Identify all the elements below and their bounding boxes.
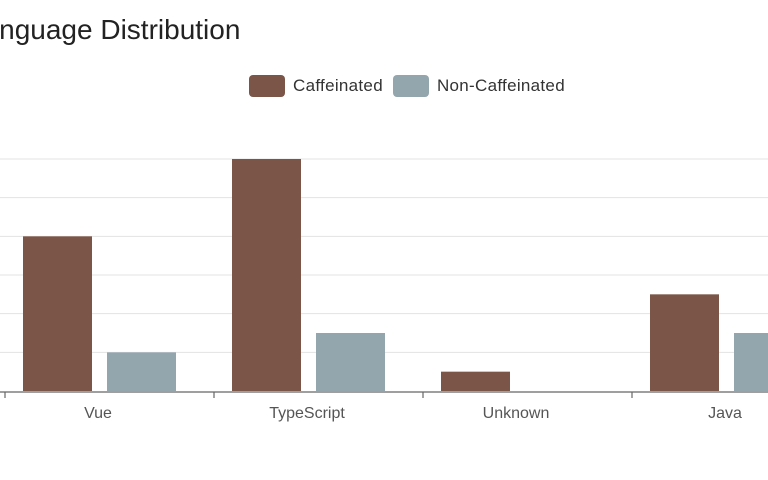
bar-typescript-non-caffeinated [316, 333, 385, 391]
x-tick-label-vue: Vue [84, 405, 112, 422]
legend-swatch-caffeinated [249, 75, 285, 97]
legend-label-non-caffeinated: Non-Caffeinated [436, 76, 565, 95]
legend: Caffeinated Non-Caffeinated [249, 75, 567, 97]
legend-label-caffeinated: Caffeinated [293, 76, 383, 95]
chart-title: Language Distribution [0, 14, 241, 45]
legend-swatch-non-caffeinated [392, 75, 429, 97]
x-tick-label-java: Java [708, 405, 742, 422]
bar-java-non-caffeinated [734, 333, 768, 391]
legend-item-non-caffeinated[interactable]: Non-Caffeinated [392, 75, 565, 97]
bar-typescript-caffeinated [232, 159, 301, 391]
legend-item-caffeinated[interactable]: Caffeinated [249, 75, 383, 97]
x-tick-label-typescript: TypeScript [269, 405, 345, 422]
bar-vue-caffeinated [23, 236, 92, 391]
bar-java-caffeinated [650, 294, 719, 391]
bar-vue-non-caffeinated [107, 352, 176, 391]
bar-unknown-caffeinated [441, 371, 510, 391]
x-tick-label-unknown: Unknown [483, 405, 550, 422]
